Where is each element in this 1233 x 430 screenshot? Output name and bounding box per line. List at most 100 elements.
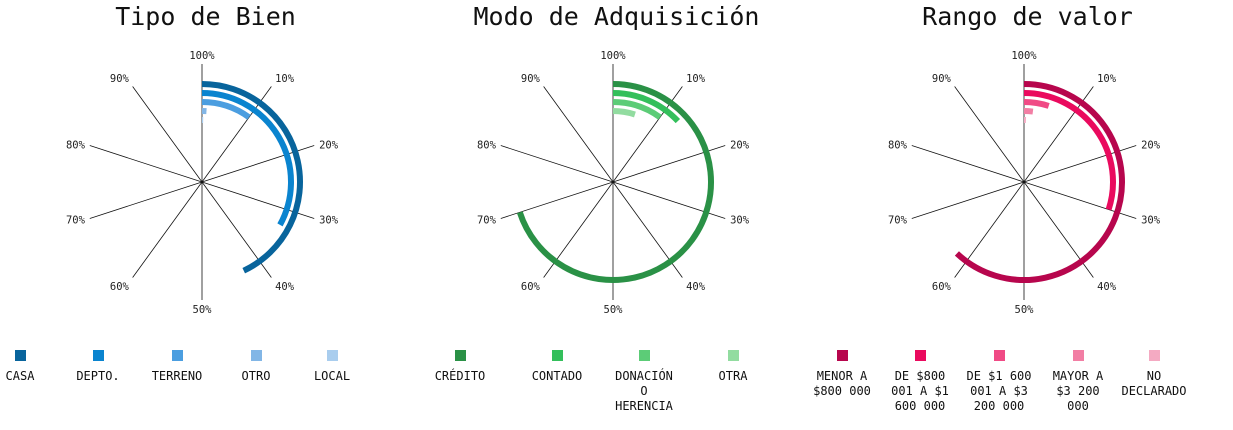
- tick-label: 10%: [686, 73, 706, 85]
- tick-label: 80%: [888, 140, 908, 152]
- legend-item: OTRO: [211, 350, 301, 384]
- legend-swatch: [836, 350, 848, 361]
- legend-item: OTRA: [688, 350, 778, 384]
- legend-item: DE $1 600 001 A $3 200 000: [954, 350, 1044, 414]
- spoke-line: [954, 86, 1025, 183]
- legend-swatch: [171, 350, 183, 361]
- series-arc: [612, 90, 681, 124]
- tick-label: 70%: [888, 214, 908, 226]
- legend-swatch: [993, 350, 1005, 361]
- series-arc: [201, 99, 251, 120]
- tick-label: 60%: [932, 281, 952, 293]
- chart-title: Tipo de Bien: [115, 2, 296, 31]
- tick-label: 30%: [1141, 214, 1161, 226]
- radial-chart: 100% 10% 20% 30% 40% 50% 60% 70% 80% 90%: [477, 50, 750, 316]
- legend-label: CONTADO: [531, 369, 583, 383]
- series-arc: [612, 99, 662, 120]
- tick-label: 50%: [193, 304, 213, 316]
- tick-label: 90%: [521, 73, 541, 85]
- legend-item: LOCAL: [287, 350, 377, 384]
- legend-swatch: [326, 350, 338, 361]
- legend-label: CRÉDITO: [434, 369, 486, 383]
- spoke-line: [911, 145, 1025, 183]
- tick-label: 100%: [1011, 50, 1037, 62]
- chart-legend: MENOR A $800 000 DE $800 001 A $1 600 000…: [813, 350, 1233, 430]
- spoke-line: [911, 181, 1025, 219]
- tick-label: 90%: [932, 73, 952, 85]
- legend-label: DE $1 600 001 A $3 200 000: [966, 369, 1032, 413]
- legend-label: MAYOR A $3 200 000: [1052, 369, 1104, 413]
- spoke-line: [543, 86, 614, 183]
- tick-label: 30%: [730, 214, 750, 226]
- series-arc: [612, 107, 636, 118]
- spoke-line: [500, 145, 614, 183]
- tick-label: 10%: [275, 73, 295, 85]
- tick-label: 60%: [521, 281, 541, 293]
- legend-label: DONACIÓN O HERENCIA: [615, 369, 673, 413]
- tick-label: 40%: [1097, 281, 1117, 293]
- chart-legend: CASA DEPTO. TERRENO OTRO LOCAL: [0, 350, 411, 430]
- legend-item: DONACIÓN O HERENCIA: [599, 350, 689, 414]
- chart-panel-tipo-de-bien: Tipo de Bien 100% 10% 20% 30% 40% 50% 60% 70% 80…: [0, 0, 411, 430]
- tick-label: 70%: [66, 214, 86, 226]
- series-arc: [201, 81, 303, 274]
- spoke-line: [132, 181, 203, 278]
- radial-chart: 100% 10% 20% 30% 40% 50% 60% 70% 80% 90%: [888, 50, 1161, 316]
- chart-panel-rango-de-valor: Rango de valor 100% 10% 20% 30% 40% 50% 60% 70%…: [813, 0, 1233, 430]
- tick-label: 20%: [319, 140, 339, 152]
- legend-swatch: [551, 350, 563, 361]
- series-arc: [1023, 99, 1050, 109]
- series-arc: [201, 90, 294, 227]
- tick-label: 10%: [1097, 73, 1117, 85]
- legend-swatch: [250, 350, 262, 361]
- tick-label: 100%: [600, 50, 626, 62]
- legend-item: MAYOR A $3 200 000: [1033, 350, 1123, 414]
- legend-swatch: [638, 350, 650, 361]
- tick-label: 50%: [1015, 304, 1035, 316]
- legend-swatch: [1072, 350, 1084, 361]
- tick-label: 40%: [275, 281, 295, 293]
- spoke-line: [89, 181, 203, 219]
- series-arc: [516, 81, 715, 283]
- tick-label: 20%: [1141, 140, 1161, 152]
- tick-label: 50%: [604, 304, 624, 316]
- legend-item: CONTADO: [512, 350, 602, 384]
- legend-label: DEPTO.: [76, 369, 120, 383]
- chart-legend: CRÉDITO CONTADO DONACIÓN O HERENCIA OTRA: [411, 350, 822, 430]
- legend-item: DEPTO.: [53, 350, 143, 384]
- legend-label: DE $800 001 A $1 600 000: [891, 369, 949, 413]
- legend-swatch: [914, 350, 926, 361]
- legend-swatch: [92, 350, 104, 361]
- tick-label: 100%: [189, 50, 215, 62]
- legend-item: CRÉDITO: [415, 350, 505, 384]
- legend-item: NO DECLARADO: [1109, 350, 1199, 399]
- legend-label: MENOR A $800 000: [813, 369, 871, 398]
- legend-item: CASA: [0, 350, 65, 384]
- chart-panel-modo-de-adquisicion: Modo de Adquisición 100% 10% 20% 30% 40% 50% 6…: [411, 0, 822, 430]
- tick-label: 80%: [477, 140, 497, 152]
- legend-item: MENOR A $800 000: [797, 350, 887, 399]
- tick-label: 60%: [110, 281, 130, 293]
- legend-label: OTRA: [718, 369, 748, 383]
- series-arc: [954, 81, 1125, 283]
- tick-label: 90%: [110, 73, 130, 85]
- legend-label: OTRO: [241, 369, 271, 383]
- spoke-line: [89, 145, 203, 183]
- tick-label: 70%: [477, 214, 497, 226]
- spoke-line: [132, 86, 203, 183]
- legend-swatch: [14, 350, 26, 361]
- chart-title: Rango de valor: [922, 2, 1133, 31]
- chart-title: Modo de Adquisición: [473, 2, 760, 31]
- legend-label: TERRENO: [151, 369, 203, 383]
- legend-item: DE $800 001 A $1 600 000: [875, 350, 965, 414]
- legend-label: CASA: [5, 369, 35, 383]
- legend-label: NO DECLARADO: [1121, 369, 1187, 398]
- series-arc: [1023, 108, 1034, 115]
- series-arc: [1023, 90, 1116, 211]
- tick-label: 40%: [686, 281, 706, 293]
- legend-swatch: [1148, 350, 1160, 361]
- tick-label: 20%: [730, 140, 750, 152]
- legend-item: TERRENO: [132, 350, 222, 384]
- legend-swatch: [454, 350, 466, 361]
- radial-chart: 100% 10% 20% 30% 40% 50% 60% 70% 80% 90%: [66, 50, 339, 316]
